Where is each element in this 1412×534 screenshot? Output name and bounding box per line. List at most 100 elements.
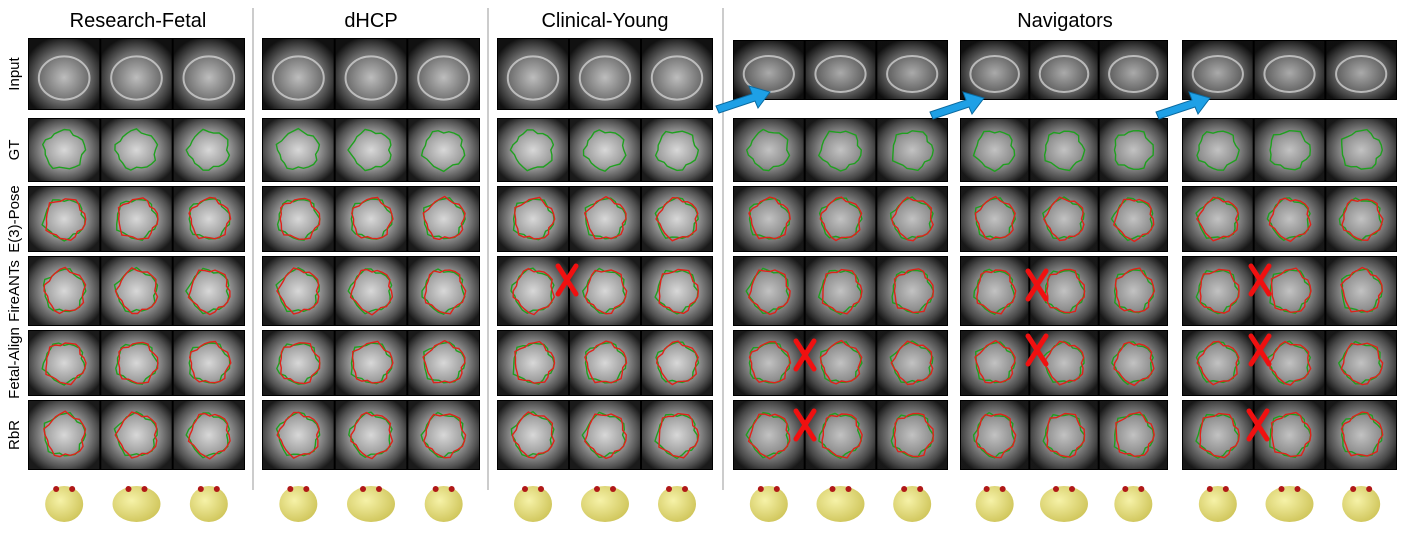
image-tile (877, 119, 947, 181)
pred-contour (117, 341, 159, 385)
image-tile (173, 119, 244, 181)
image-tile (734, 257, 804, 325)
image-tile (642, 119, 712, 181)
pred-contour (1114, 267, 1156, 313)
image-tile (498, 187, 568, 251)
marker (287, 486, 294, 492)
image-tile (805, 187, 876, 251)
pred-contour (655, 340, 699, 386)
gt-contour (654, 269, 699, 315)
marker (1122, 486, 1129, 492)
image-tile (173, 331, 244, 395)
image-tile (877, 257, 947, 325)
pred-contour (511, 411, 555, 459)
marker (141, 486, 148, 492)
failure-mark (1246, 408, 1270, 442)
image-tile (734, 41, 804, 99)
image-tile (1326, 187, 1396, 251)
image-tile (335, 119, 407, 181)
image-tile (570, 401, 640, 469)
anatomy (344, 55, 398, 101)
pred-contour (279, 342, 321, 385)
marker (303, 486, 310, 492)
anatomy (417, 55, 471, 101)
marker (1206, 486, 1213, 492)
image-tile (498, 39, 568, 109)
column-title: Clinical-Young (541, 10, 668, 32)
gt-contour (41, 342, 86, 386)
marker (197, 486, 204, 492)
image-tile (263, 401, 334, 469)
marker (1069, 486, 1075, 492)
gt-contour (1195, 269, 1240, 315)
image-tile (29, 39, 100, 109)
brain-render (45, 486, 84, 522)
gt-contour (1340, 268, 1383, 313)
pred-contour (1196, 196, 1239, 242)
pred-contour (974, 195, 1016, 241)
gt-contour (347, 268, 393, 315)
pred-contour (350, 411, 394, 460)
pred-contour (1045, 268, 1086, 314)
marker (432, 486, 439, 492)
anatomy (1038, 55, 1090, 93)
image-tile (335, 187, 407, 251)
image-tile (734, 187, 804, 251)
pred-contour (117, 197, 159, 241)
marker (594, 486, 600, 492)
pred-contour (114, 267, 159, 315)
pred-contour (423, 413, 467, 459)
row-label: RbR (6, 420, 23, 450)
image-tile (1030, 119, 1098, 181)
pred-contour (748, 340, 792, 384)
image-tile (570, 257, 640, 325)
marker (1222, 486, 1229, 492)
pred-contour (976, 269, 1017, 315)
pred-contour (1268, 197, 1312, 243)
pred-contour (187, 269, 231, 316)
pred-contour (423, 269, 467, 315)
pred-contour (819, 196, 863, 242)
brain-render (658, 486, 696, 522)
gt-contour (188, 198, 231, 240)
image-tile (1326, 401, 1396, 469)
pred-contour (276, 411, 321, 459)
marker (1278, 486, 1285, 492)
brain-render (749, 486, 788, 522)
image-tile (734, 119, 804, 181)
failure-mark (1248, 333, 1272, 367)
brain-render (975, 486, 1014, 522)
pred-contour (349, 268, 394, 316)
image-tile (1254, 119, 1325, 181)
brain-render (189, 486, 228, 522)
column-title: dHCP (344, 10, 397, 32)
image-tile (1099, 401, 1167, 469)
gt-contour (1269, 129, 1312, 171)
marker (1138, 486, 1145, 492)
image-tile (570, 39, 640, 109)
row-label: FireANTs (6, 260, 23, 322)
pred-contour (187, 412, 231, 460)
brain-render (816, 486, 865, 522)
image-tile (101, 331, 172, 395)
gt-contour (1111, 341, 1154, 386)
image-tile (877, 41, 947, 99)
gt-contour (1196, 130, 1240, 171)
brain-render (1040, 486, 1088, 522)
gt-contour (582, 129, 627, 172)
pred-contour (45, 342, 87, 386)
failure-mark (555, 263, 579, 297)
image-tile (1099, 119, 1167, 181)
row-label: Input (6, 56, 23, 90)
gt-contour (1340, 412, 1383, 457)
pred-contour (1341, 198, 1384, 242)
arrow (1155, 91, 1211, 120)
image-tile (1183, 331, 1253, 395)
row-label: Fetal-Align (6, 327, 23, 399)
marker (125, 486, 132, 492)
pred-contour (974, 339, 1016, 384)
anatomy (578, 55, 632, 101)
image-tile (1183, 119, 1253, 181)
pred-contour (893, 412, 934, 458)
